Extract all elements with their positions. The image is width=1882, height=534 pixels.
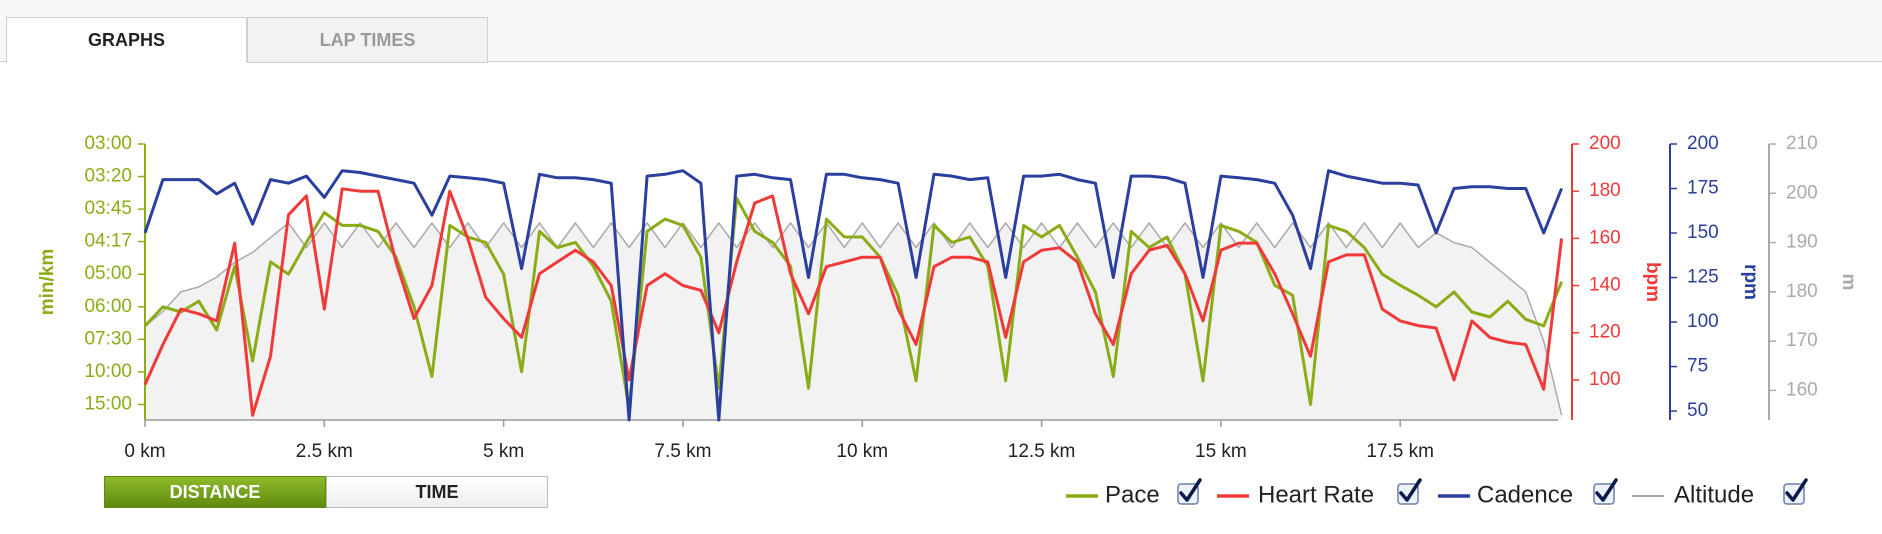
- legend-checkbox[interactable]: [1593, 478, 1618, 505]
- legend-label: Heart Rate: [1258, 481, 1374, 508]
- toggle-button[interactable]: TIME: [326, 476, 548, 508]
- y-tick-label: 125: [1687, 267, 1719, 288]
- y-tick-label: 175: [1687, 178, 1719, 199]
- axis-title: bpm: [1642, 262, 1663, 302]
- checkbox-check: [1785, 478, 1808, 502]
- y-tick-label: 160: [1786, 379, 1818, 400]
- y-tick-label: 03:00: [84, 133, 132, 154]
- series-line: [143, 187, 1564, 417]
- x-tick-label: 12.5 km: [1008, 441, 1076, 462]
- y-tick-label: 07:30: [84, 328, 132, 349]
- series-line: [143, 169, 1563, 422]
- series-line: [144, 222, 1563, 416]
- series-line: [143, 196, 1563, 410]
- y-tick-label: 140: [1589, 275, 1621, 296]
- y-tick-label: 03:45: [84, 198, 132, 219]
- toggle-button[interactable]: DISTANCE: [104, 476, 326, 508]
- x-tick-label: 10 km: [836, 441, 888, 462]
- legend-label: Cadence: [1477, 481, 1573, 508]
- y-tick-label: 200: [1687, 133, 1719, 154]
- legend-checkbox[interactable]: [1783, 478, 1808, 505]
- checkbox-check: [1399, 478, 1422, 502]
- y-tick-label: 10:00: [84, 361, 132, 382]
- y-tick-label: 04:17: [84, 231, 132, 252]
- y-tick-label: 160: [1589, 227, 1621, 248]
- legend-checkbox[interactable]: [1397, 478, 1422, 505]
- x-tick-label: 17.5 km: [1366, 441, 1434, 462]
- tab[interactable]: LAP TIMES: [247, 17, 488, 63]
- legend-label: Altitude: [1674, 481, 1754, 508]
- x-tick-label: 7.5 km: [654, 441, 711, 462]
- area: [145, 222, 1562, 420]
- y-tick-label: 210: [1786, 133, 1818, 154]
- legend-label: Pace: [1105, 481, 1160, 508]
- axis-title: min/km: [37, 249, 58, 316]
- y-tick-label: 06:00: [84, 296, 132, 317]
- y-tick-label: 170: [1786, 330, 1818, 351]
- x-tick-label: 2.5 km: [296, 441, 353, 462]
- axis-title: rpm: [1740, 264, 1761, 300]
- y-tick-label: 50: [1687, 400, 1708, 421]
- y-tick-label: 100: [1589, 369, 1621, 390]
- y-tick-label: 150: [1687, 222, 1719, 243]
- axis-title: m: [1838, 274, 1859, 291]
- y-tick-label: 200: [1786, 182, 1818, 203]
- x-tick-label: 0 km: [124, 441, 165, 462]
- y-tick-label: 15:00: [84, 393, 132, 414]
- y-tick-label: 180: [1589, 180, 1621, 201]
- y-tick-label: 03:20: [84, 166, 132, 187]
- tab[interactable]: GRAPHS: [6, 17, 247, 63]
- y-tick-label: 180: [1786, 281, 1818, 302]
- y-tick-label: 100: [1687, 311, 1719, 332]
- legend-checkbox[interactable]: [1177, 478, 1202, 505]
- y-tick-label: 120: [1589, 322, 1621, 343]
- y-tick-label: 05:00: [84, 263, 132, 284]
- y-tick-label: 75: [1687, 356, 1708, 377]
- checkbox-check: [1595, 478, 1618, 502]
- x-tick-label: 5 km: [483, 441, 524, 462]
- x-tick-label: 15 km: [1195, 441, 1247, 462]
- y-tick-label: 190: [1786, 232, 1818, 253]
- y-tick-label: 200: [1589, 133, 1621, 154]
- checkbox-check: [1179, 478, 1202, 502]
